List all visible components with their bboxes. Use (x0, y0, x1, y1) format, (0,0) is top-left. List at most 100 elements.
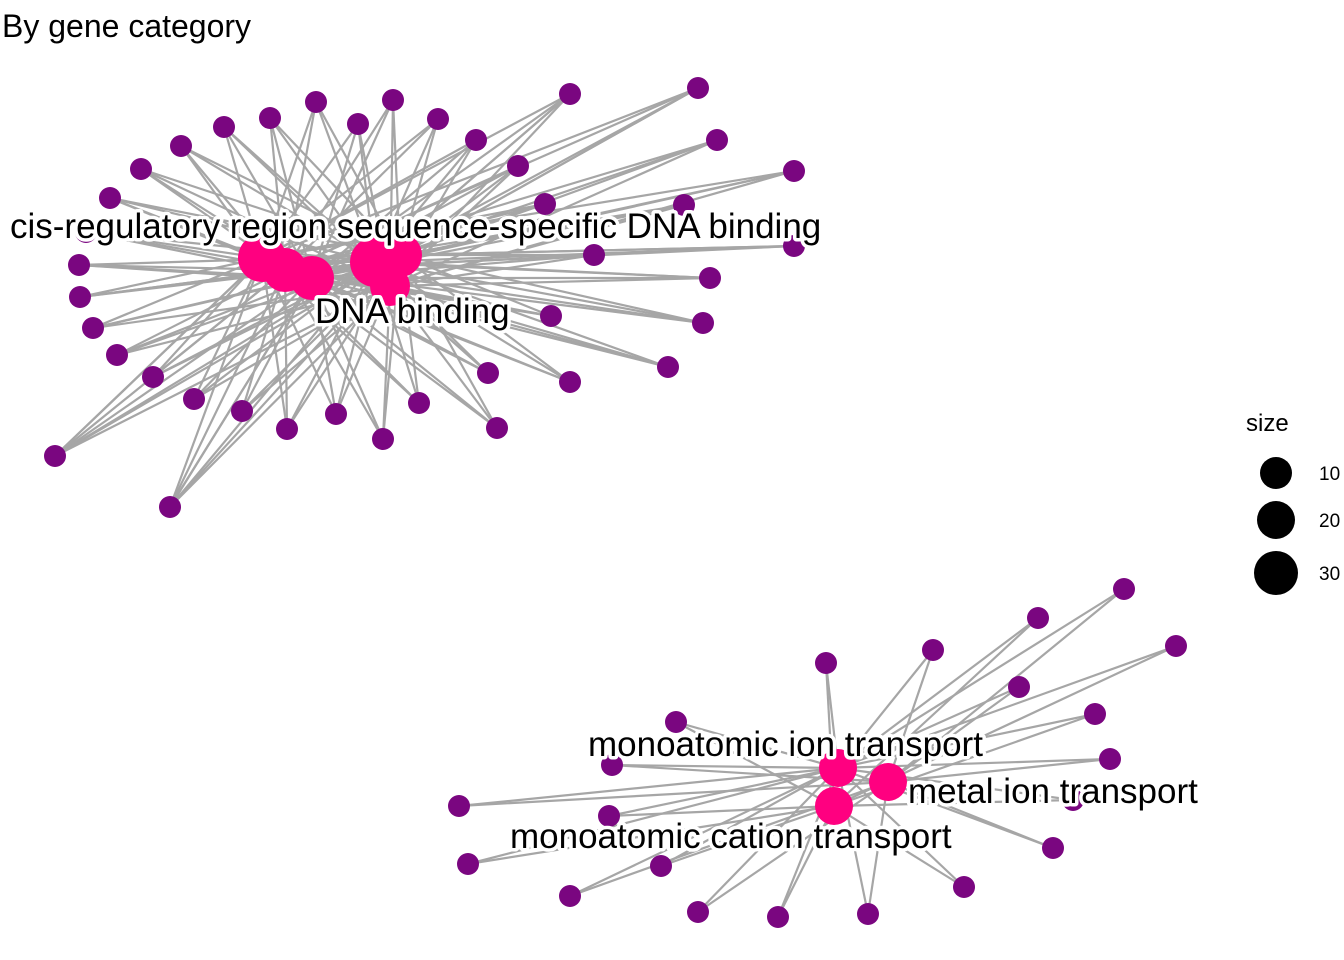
network-edge (169, 277, 313, 508)
gene-node (687, 77, 709, 99)
network-edge (837, 712, 1096, 770)
gene-node (259, 107, 281, 129)
category-node-c3 (819, 749, 857, 787)
gene-node (559, 371, 581, 393)
network-edge (54, 277, 313, 457)
network-edge (660, 804, 835, 868)
category-nodes (238, 233, 907, 825)
gene-node (347, 113, 369, 135)
gene-node (183, 388, 205, 410)
network-edge (608, 804, 835, 818)
network-edge (389, 284, 552, 318)
gene-node (650, 855, 672, 877)
network-edge (833, 798, 1074, 808)
gene-node (82, 317, 104, 339)
gene-node (1008, 676, 1030, 698)
category-labels: cis-regulatory region sequence-specific … (7, 204, 1202, 860)
gene-node (276, 418, 298, 440)
gene-node (44, 445, 66, 467)
gene-node (408, 392, 430, 414)
gene-node (372, 428, 394, 450)
gene-node (305, 91, 327, 113)
gene-node (783, 160, 805, 182)
gene-node (540, 305, 562, 327)
network-edge (391, 99, 402, 256)
network-edge (268, 117, 287, 271)
network-edge (261, 169, 795, 260)
network-edge (54, 285, 391, 457)
category-label-c3: monoatomic ion transport (588, 725, 983, 764)
gene-node (583, 244, 605, 266)
gene-node (1027, 607, 1049, 629)
network-edge (837, 767, 965, 888)
gene-node (665, 711, 687, 733)
gene-node (559, 83, 581, 105)
network-edge (169, 269, 286, 508)
gene-node (507, 155, 529, 177)
network-edge (886, 649, 935, 783)
category-node-c1 (290, 256, 334, 300)
network-edge (180, 145, 401, 256)
gene-node (159, 496, 181, 518)
gene-node (598, 805, 620, 827)
gene-nodes (44, 77, 1187, 928)
gene-node (1042, 837, 1064, 859)
gene-node (130, 158, 152, 180)
network-edge (261, 86, 699, 260)
network-edge (168, 257, 264, 508)
network-edge (152, 257, 263, 378)
network-edge (283, 269, 289, 430)
network-edge (284, 202, 546, 272)
network-edge (675, 720, 839, 770)
plot-title: By gene category (2, 8, 252, 44)
network-edges (54, 86, 1177, 918)
gene-node (559, 885, 581, 907)
legend-label-20: 20 (1319, 511, 1340, 532)
legend-label-10: 10 (1319, 464, 1340, 485)
gene-node (687, 901, 709, 923)
size-legend: size 10 20 30 (1246, 410, 1340, 595)
network-edge (399, 203, 685, 257)
network-edge (169, 261, 376, 508)
network-edge (389, 138, 718, 288)
network-edge (79, 256, 263, 299)
legend-dot-30 (1254, 551, 1298, 595)
network-edge (837, 644, 1177, 770)
gene-node (170, 135, 192, 157)
gene-node (213, 116, 235, 138)
category-label-c4: metal ion transport (908, 772, 1198, 811)
network-edge (866, 781, 890, 915)
network-edge (374, 93, 571, 263)
network-edge (284, 269, 384, 440)
legend-dot-20 (1257, 501, 1295, 539)
gene-node (706, 129, 728, 151)
network-edge (467, 766, 839, 866)
network-edge (261, 123, 359, 259)
legend-dot-10 (1260, 457, 1292, 489)
network-edge (697, 781, 889, 913)
gene-node (783, 235, 805, 257)
category-label-c1: cis-regulatory region sequence-specific … (10, 207, 821, 246)
gene-node (427, 108, 449, 130)
network-edge (458, 780, 889, 808)
gene-node (69, 286, 91, 308)
network-edge (310, 277, 385, 440)
network-edge (92, 256, 263, 330)
network-edge (660, 767, 839, 867)
gene-node (922, 639, 944, 661)
network-edge (389, 285, 498, 429)
category-label-c5: monoatomic cation transport (510, 817, 952, 856)
gene-node (699, 267, 721, 289)
category-node-c2 (370, 266, 410, 306)
network-edge (837, 617, 1039, 769)
gene-node (457, 853, 479, 875)
network-edge (569, 767, 839, 897)
gene-node (815, 652, 837, 674)
category-node-c2b (378, 233, 422, 277)
network-edge (109, 196, 376, 264)
network-edge (311, 277, 489, 374)
gene-node (465, 129, 487, 151)
gene-node (99, 187, 121, 209)
network-edge (261, 118, 439, 259)
network-edge (389, 203, 685, 288)
